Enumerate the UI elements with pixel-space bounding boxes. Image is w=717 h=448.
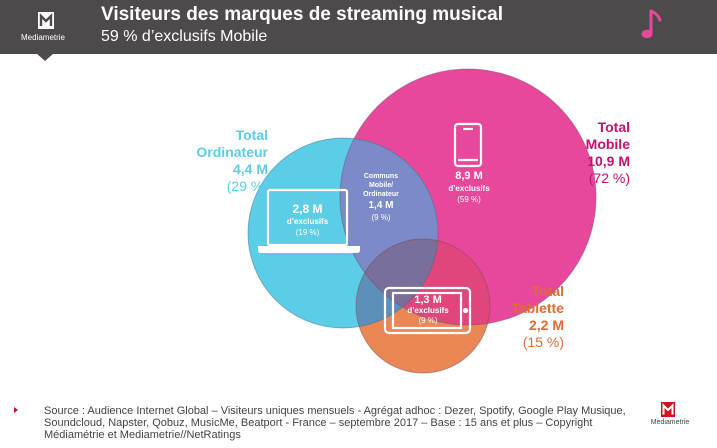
region-ordinateur-exclusive: 2,8 M d’exclusifs (19 %) (270, 203, 345, 238)
page-title: Visiteurs des marques de streaming music… (101, 4, 503, 25)
label-ordinateur-line1: Total (235, 127, 268, 143)
region-tablette-share: (9 %) (418, 316, 438, 325)
tablet-icon (383, 286, 472, 335)
label-ordinateur-total: 4,4 M (232, 161, 268, 177)
label-mobile-share: (72 %) (588, 170, 630, 186)
label-tablette-line1: Total (531, 283, 564, 299)
mediametrie-footer-logo-icon (661, 402, 675, 417)
smartphone-icon (453, 122, 483, 168)
label-mobile-total: 10,9 M (587, 153, 630, 169)
laptop-icon (258, 188, 360, 253)
region-common-mobile-ordinateur: Communs Mobile/ Ordinateur 1,4 M (9 %) (352, 172, 410, 223)
label-tablette-total: 2,2 M (528, 317, 564, 333)
region-mobile-value: 8,9 M (455, 170, 483, 182)
region-common-share: (9 %) (371, 213, 391, 222)
region-ordinateur-value: 2,8 M (292, 202, 323, 216)
label-ordinateur: Total Ordinateur 4,4 M (29 %) (178, 127, 268, 195)
region-common-value: 1,4 M (368, 200, 394, 211)
region-common-title3: Ordinateur (363, 191, 399, 198)
music-note-icon (641, 9, 662, 39)
region-tablette-value: 1,3 M (414, 294, 442, 306)
region-mobile-share: (59 %) (457, 195, 481, 204)
label-tablette-share: (15 %) (522, 334, 564, 350)
label-mobile: Total Mobile 10,9 M (72 %) (558, 119, 630, 187)
region-common-title2: Mobile/ (368, 182, 394, 189)
header-bar (0, 0, 717, 54)
label-tablette-line2: Tablette (511, 300, 564, 316)
region-tablette-label: d’exclusifs (407, 306, 449, 315)
footer-brand-label: Mediametrie (650, 419, 690, 426)
region-tablette-exclusive: 1,3 M d’exclusifs (9 %) (397, 294, 459, 326)
page-subtitle: 59 % d’exclusifs Mobile (101, 28, 268, 45)
source-note: Source : Audience Internet Global – Visi… (44, 405, 626, 441)
region-common-title1: Communs (363, 173, 399, 180)
region-mobile-exclusive: 8,9 M d’exclusifs (59 %) (437, 170, 501, 205)
label-tablette: Total Tablette 2,2 M (15 %) (494, 283, 564, 351)
logo-pointer (36, 53, 54, 61)
label-ordinateur-share: (29 %) (226, 178, 268, 194)
label-ordinateur-line2: Ordinateur (196, 144, 268, 160)
region-ordinateur-label: d’exclusifs (286, 217, 329, 226)
region-mobile-label: d’exclusifs (448, 184, 490, 193)
footer-bullet (14, 407, 18, 413)
label-mobile-line2: Mobile (585, 136, 630, 152)
mediametrie-logo-icon (38, 12, 54, 29)
brand-label: Mediametrie (20, 33, 65, 42)
region-ordinateur-share: (19 %) (295, 228, 320, 237)
label-mobile-line1: Total (597, 119, 630, 135)
